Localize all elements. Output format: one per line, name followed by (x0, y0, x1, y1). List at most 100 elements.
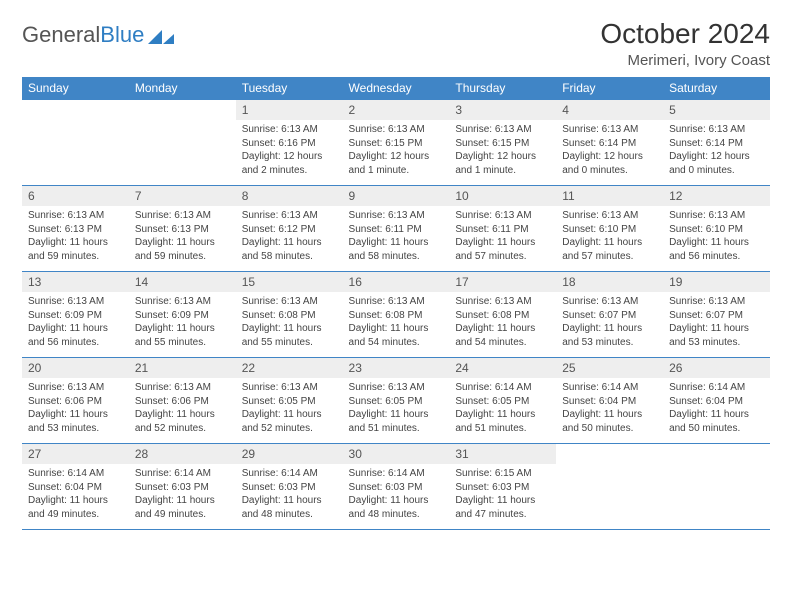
day-number: 20 (22, 358, 129, 378)
sunrise-text: Sunrise: 6:14 AM (135, 467, 230, 481)
sunset-text: Sunset: 6:03 PM (455, 481, 550, 495)
calendar-cell: 8Sunrise: 6:13 AMSunset: 6:12 PMDaylight… (236, 186, 343, 272)
calendar-cell: 27Sunrise: 6:14 AMSunset: 6:04 PMDayligh… (22, 444, 129, 530)
day-info: Sunrise: 6:13 AMSunset: 6:14 PMDaylight:… (556, 120, 663, 181)
logo-text-1: General (22, 22, 100, 48)
day-number: 3 (449, 100, 556, 120)
daylight-text: Daylight: 11 hours and 48 minutes. (242, 494, 337, 521)
calendar-cell: 2Sunrise: 6:13 AMSunset: 6:15 PMDaylight… (343, 100, 450, 186)
daylight-text: Daylight: 12 hours and 0 minutes. (669, 150, 764, 177)
day-info: Sunrise: 6:13 AMSunset: 6:08 PMDaylight:… (449, 292, 556, 353)
calendar-cell: 31Sunrise: 6:15 AMSunset: 6:03 PMDayligh… (449, 444, 556, 530)
calendar-cell: 15Sunrise: 6:13 AMSunset: 6:08 PMDayligh… (236, 272, 343, 358)
day-info: Sunrise: 6:13 AMSunset: 6:11 PMDaylight:… (343, 206, 450, 267)
calendar-cell: .. (22, 100, 129, 186)
daylight-text: Daylight: 11 hours and 54 minutes. (455, 322, 550, 349)
daylight-text: Daylight: 11 hours and 55 minutes. (242, 322, 337, 349)
sunrise-text: Sunrise: 6:13 AM (669, 209, 764, 223)
calendar-cell: 5Sunrise: 6:13 AMSunset: 6:14 PMDaylight… (663, 100, 770, 186)
day-number: 22 (236, 358, 343, 378)
calendar-cell: 6Sunrise: 6:13 AMSunset: 6:13 PMDaylight… (22, 186, 129, 272)
logo-text-2: Blue (100, 22, 144, 48)
sunset-text: Sunset: 6:06 PM (28, 395, 123, 409)
sunrise-text: Sunrise: 6:13 AM (242, 123, 337, 137)
day-number: 11 (556, 186, 663, 206)
calendar-cell: .. (663, 444, 770, 530)
daylight-text: Daylight: 11 hours and 54 minutes. (349, 322, 444, 349)
sunrise-text: Sunrise: 6:13 AM (455, 123, 550, 137)
sunset-text: Sunset: 6:14 PM (669, 137, 764, 151)
sunset-text: Sunset: 6:03 PM (135, 481, 230, 495)
day-info: Sunrise: 6:15 AMSunset: 6:03 PMDaylight:… (449, 464, 556, 525)
calendar-cell: 14Sunrise: 6:13 AMSunset: 6:09 PMDayligh… (129, 272, 236, 358)
sunrise-text: Sunrise: 6:13 AM (349, 209, 444, 223)
daylight-text: Daylight: 11 hours and 55 minutes. (135, 322, 230, 349)
day-number: 28 (129, 444, 236, 464)
sunrise-text: Sunrise: 6:14 AM (242, 467, 337, 481)
calendar-row: 20Sunrise: 6:13 AMSunset: 6:06 PMDayligh… (22, 358, 770, 444)
logo-icon (148, 26, 174, 44)
daylight-text: Daylight: 11 hours and 57 minutes. (455, 236, 550, 263)
day-info: Sunrise: 6:14 AMSunset: 6:03 PMDaylight:… (129, 464, 236, 525)
day-number: 5 (663, 100, 770, 120)
daylight-text: Daylight: 12 hours and 0 minutes. (562, 150, 657, 177)
header: GeneralBlue October 2024 Merimeri, Ivory… (22, 18, 770, 69)
sunrise-text: Sunrise: 6:14 AM (455, 381, 550, 395)
calendar-cell: 3Sunrise: 6:13 AMSunset: 6:15 PMDaylight… (449, 100, 556, 186)
calendar-row: 13Sunrise: 6:13 AMSunset: 6:09 PMDayligh… (22, 272, 770, 358)
calendar-cell: 7Sunrise: 6:13 AMSunset: 6:13 PMDaylight… (129, 186, 236, 272)
day-info: Sunrise: 6:13 AMSunset: 6:10 PMDaylight:… (663, 206, 770, 267)
daylight-text: Daylight: 11 hours and 52 minutes. (242, 408, 337, 435)
daylight-text: Daylight: 11 hours and 53 minutes. (669, 322, 764, 349)
calendar-table: Sunday Monday Tuesday Wednesday Thursday… (22, 77, 770, 530)
sunrise-text: Sunrise: 6:13 AM (28, 381, 123, 395)
weekday-header: Sunday (22, 77, 129, 100)
day-info: Sunrise: 6:13 AMSunset: 6:07 PMDaylight:… (556, 292, 663, 353)
sunrise-text: Sunrise: 6:14 AM (28, 467, 123, 481)
title-block: October 2024 Merimeri, Ivory Coast (600, 18, 770, 69)
day-number: 9 (343, 186, 450, 206)
calendar-cell: 10Sunrise: 6:13 AMSunset: 6:11 PMDayligh… (449, 186, 556, 272)
sunrise-text: Sunrise: 6:13 AM (349, 123, 444, 137)
daylight-text: Daylight: 11 hours and 52 minutes. (135, 408, 230, 435)
sunrise-text: Sunrise: 6:13 AM (562, 123, 657, 137)
daylight-text: Daylight: 11 hours and 48 minutes. (349, 494, 444, 521)
day-number: 21 (129, 358, 236, 378)
day-info: Sunrise: 6:13 AMSunset: 6:15 PMDaylight:… (449, 120, 556, 181)
sunset-text: Sunset: 6:04 PM (562, 395, 657, 409)
day-number: 1 (236, 100, 343, 120)
daylight-text: Daylight: 12 hours and 1 minute. (349, 150, 444, 177)
day-number: 18 (556, 272, 663, 292)
day-info: Sunrise: 6:14 AMSunset: 6:03 PMDaylight:… (343, 464, 450, 525)
day-info: Sunrise: 6:13 AMSunset: 6:05 PMDaylight:… (343, 378, 450, 439)
calendar-cell: 17Sunrise: 6:13 AMSunset: 6:08 PMDayligh… (449, 272, 556, 358)
daylight-text: Daylight: 11 hours and 53 minutes. (562, 322, 657, 349)
day-info: Sunrise: 6:13 AMSunset: 6:06 PMDaylight:… (22, 378, 129, 439)
calendar-cell: 18Sunrise: 6:13 AMSunset: 6:07 PMDayligh… (556, 272, 663, 358)
day-number: 29 (236, 444, 343, 464)
calendar-cell: 30Sunrise: 6:14 AMSunset: 6:03 PMDayligh… (343, 444, 450, 530)
sunset-text: Sunset: 6:08 PM (349, 309, 444, 323)
sunset-text: Sunset: 6:13 PM (28, 223, 123, 237)
daylight-text: Daylight: 11 hours and 47 minutes. (455, 494, 550, 521)
sunrise-text: Sunrise: 6:13 AM (562, 209, 657, 223)
day-info: Sunrise: 6:14 AMSunset: 6:04 PMDaylight:… (22, 464, 129, 525)
calendar-cell: 13Sunrise: 6:13 AMSunset: 6:09 PMDayligh… (22, 272, 129, 358)
day-number: 2 (343, 100, 450, 120)
sunset-text: Sunset: 6:11 PM (349, 223, 444, 237)
weekday-header: Thursday (449, 77, 556, 100)
day-number: 12 (663, 186, 770, 206)
calendar-cell: 16Sunrise: 6:13 AMSunset: 6:08 PMDayligh… (343, 272, 450, 358)
calendar-cell: 22Sunrise: 6:13 AMSunset: 6:05 PMDayligh… (236, 358, 343, 444)
daylight-text: Daylight: 11 hours and 50 minutes. (669, 408, 764, 435)
calendar-cell: 19Sunrise: 6:13 AMSunset: 6:07 PMDayligh… (663, 272, 770, 358)
sunset-text: Sunset: 6:05 PM (349, 395, 444, 409)
daylight-text: Daylight: 12 hours and 1 minute. (455, 150, 550, 177)
calendar-cell: 9Sunrise: 6:13 AMSunset: 6:11 PMDaylight… (343, 186, 450, 272)
daylight-text: Daylight: 11 hours and 58 minutes. (349, 236, 444, 263)
sunrise-text: Sunrise: 6:14 AM (349, 467, 444, 481)
day-info: Sunrise: 6:13 AMSunset: 6:09 PMDaylight:… (22, 292, 129, 353)
day-info: Sunrise: 6:14 AMSunset: 6:04 PMDaylight:… (663, 378, 770, 439)
day-info: Sunrise: 6:13 AMSunset: 6:05 PMDaylight:… (236, 378, 343, 439)
sunset-text: Sunset: 6:09 PM (135, 309, 230, 323)
